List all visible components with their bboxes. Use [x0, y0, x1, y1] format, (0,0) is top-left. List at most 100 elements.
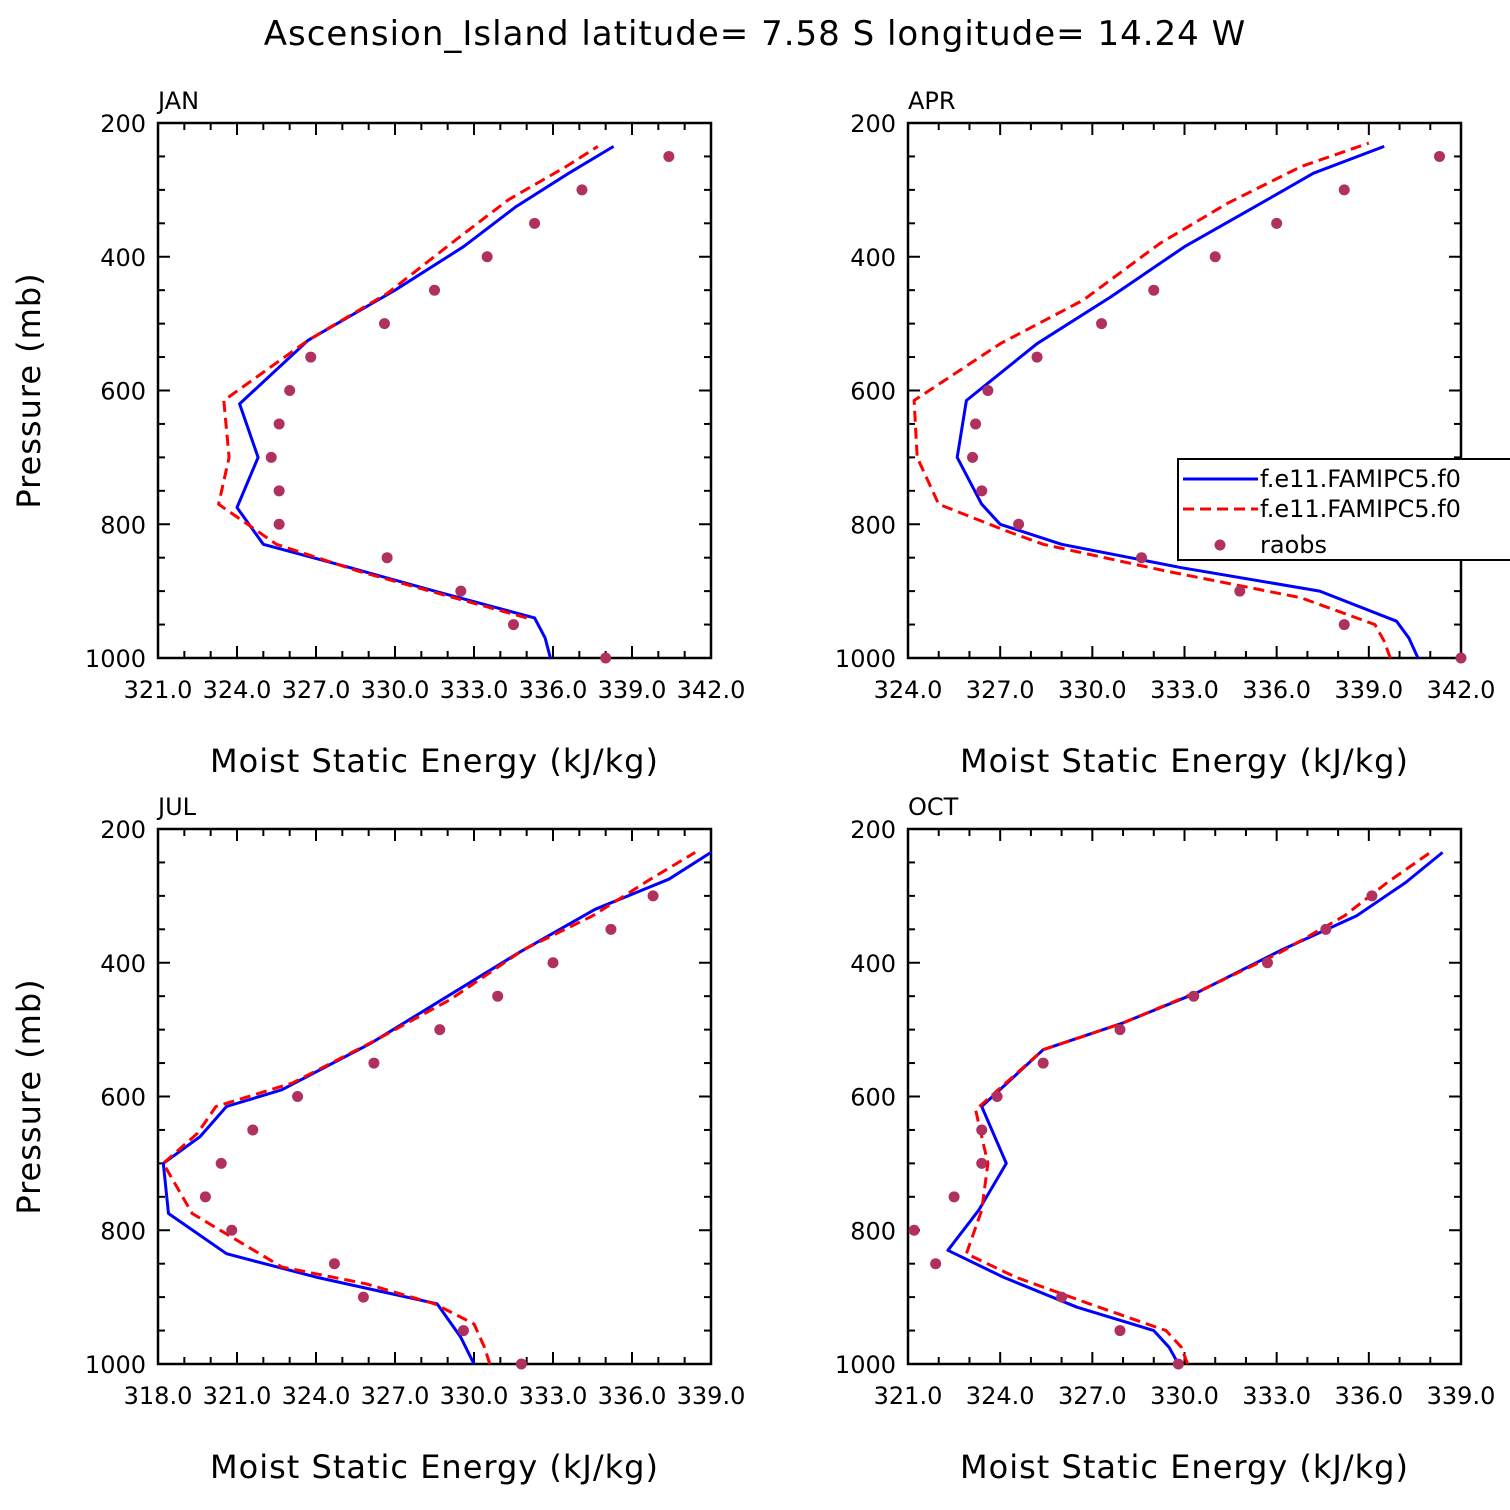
- raobs-point: [357, 1291, 369, 1303]
- legend-label: raobs: [1260, 531, 1327, 559]
- raobs-point: [1455, 652, 1467, 664]
- raobs-point: [1148, 284, 1160, 296]
- y-tick-label: 200: [100, 816, 146, 844]
- raobs-point: [273, 418, 285, 430]
- model-b-line: [964, 851, 1432, 1365]
- raobs-point: [457, 1325, 469, 1337]
- raobs-point: [1013, 518, 1025, 530]
- panel-oct: OCT 321.0 324.0 327.0 330.0 333.0 336.0 339.0 20…: [835, 793, 1495, 1486]
- raobs-point: [976, 1157, 988, 1169]
- raobs-point: [600, 652, 612, 664]
- raobs-point: [1433, 150, 1445, 162]
- raobs-point: [948, 1191, 960, 1203]
- panel-label: APR: [908, 87, 956, 115]
- raobs-point: [1096, 318, 1108, 330]
- raobs-point: [368, 1057, 380, 1069]
- raobs-point: [1366, 890, 1378, 902]
- y-tick-label: 400: [850, 950, 896, 978]
- x-axis-label: Moist Static Energy (kJ/kg): [960, 742, 1409, 780]
- raobs-point: [273, 485, 285, 497]
- legend-box: [1177, 458, 1510, 561]
- panels: JAN 321.0 324.0 327.0 330.0 333.0 336.0 339.0 34…: [10, 87, 1495, 1486]
- y-tick-label: 800: [100, 511, 146, 539]
- panel-apr: APR 324.0 327.0 330.0 333.0 336.0 339.0 342.0 20…: [835, 87, 1495, 780]
- model-a-line: [161, 851, 712, 1365]
- raobs-point: [1172, 1358, 1184, 1370]
- model-a-line: [235, 145, 615, 659]
- x-tick-label: 333.0: [1242, 1382, 1311, 1410]
- plot-frame: [156, 827, 713, 1366]
- model-b-line: [217, 145, 599, 620]
- raobs-point: [215, 1157, 227, 1169]
- raobs-point: [1320, 923, 1332, 935]
- model-a-line: [955, 144, 1420, 659]
- raobs-point: [247, 1124, 259, 1136]
- y-axis-label: Pressure (mb): [10, 978, 48, 1214]
- x-tick-label: 333.0: [1150, 676, 1219, 704]
- y-tick-label: 800: [850, 511, 896, 539]
- raobs-point: [576, 184, 588, 196]
- y-tick-label: 400: [100, 950, 146, 978]
- y-tick-label: 600: [100, 378, 146, 406]
- x-tick-label: 339.0: [677, 1382, 746, 1410]
- x-tick-label: 339.0: [1427, 1382, 1496, 1410]
- raobs-point: [547, 957, 559, 969]
- x-axis-label: Moist Static Energy (kJ/kg): [960, 1448, 1409, 1486]
- x-axis-label: Moist Static Energy (kJ/kg): [210, 742, 659, 780]
- raobs-point: [492, 990, 504, 1002]
- raobs-point: [1261, 957, 1273, 969]
- y-axis-label: Pressure (mb): [10, 272, 48, 508]
- raobs-point: [967, 451, 979, 463]
- x-tick-label: 324.0: [874, 676, 943, 704]
- raobs-point: [1234, 585, 1246, 597]
- raobs-point: [1338, 184, 1350, 196]
- x-tick-label: 327.0: [282, 676, 351, 704]
- raobs-point: [1209, 251, 1221, 263]
- model-b-line: [912, 141, 1392, 659]
- raobs-point: [976, 1124, 988, 1136]
- y-tick-label: 600: [850, 1084, 896, 1112]
- x-tick-label: 327.0: [966, 676, 1035, 704]
- raobs-point: [265, 451, 277, 463]
- x-tick-label: 324.0: [282, 1382, 351, 1410]
- panel-label: JUL: [156, 793, 197, 821]
- y-tick-label: 600: [850, 378, 896, 406]
- x-tick-label: 330.0: [1150, 1382, 1219, 1410]
- raobs-point: [434, 1024, 446, 1036]
- y-tick-label: 400: [100, 244, 146, 272]
- y-tick-label: 200: [850, 816, 896, 844]
- raobs-point: [1338, 619, 1350, 631]
- raobs-point: [976, 485, 988, 497]
- legend-label: f.e11.FAMIPC5.f0: [1260, 495, 1461, 523]
- raobs-point: [663, 150, 675, 162]
- y-tick-label: 600: [100, 1084, 146, 1112]
- raobs-point: [226, 1224, 238, 1236]
- legend-marker-raobs: [1214, 539, 1226, 551]
- x-tick-label: 336.0: [1334, 1382, 1403, 1410]
- raobs-point: [605, 923, 617, 935]
- x-tick-label: 336.0: [1242, 676, 1311, 704]
- y-tick-label: 400: [850, 244, 896, 272]
- panel-jul: JUL 318.0 321.0 324.0 327.0 330.0 333.0 336.0 33…: [10, 793, 745, 1486]
- x-tick-label: 327.0: [361, 1382, 430, 1410]
- raobs-point: [1135, 552, 1147, 564]
- x-tick-label: 342.0: [677, 676, 746, 704]
- raobs-point: [481, 251, 493, 263]
- raobs-point: [647, 890, 659, 902]
- raobs-point: [381, 552, 393, 564]
- raobs-point: [529, 217, 541, 229]
- x-tick-label: 333.0: [519, 1382, 588, 1410]
- y-tick-label: 800: [850, 1217, 896, 1245]
- x-tick-label: 321.0: [203, 1382, 272, 1410]
- y-tick-label: 1000: [835, 1351, 896, 1379]
- x-tick-label: 330.0: [1058, 676, 1127, 704]
- raobs-point: [199, 1191, 211, 1203]
- raobs-point: [970, 418, 982, 430]
- raobs-point: [328, 1258, 340, 1270]
- legend: f.e11.FAMIPC5.f0f.e11.FAMIPC5.f0 raobs: [1177, 458, 1510, 561]
- plot-frame: [156, 121, 713, 660]
- x-tick-label: 339.0: [1334, 676, 1403, 704]
- raobs-point: [273, 518, 285, 530]
- raobs-point: [1031, 351, 1043, 363]
